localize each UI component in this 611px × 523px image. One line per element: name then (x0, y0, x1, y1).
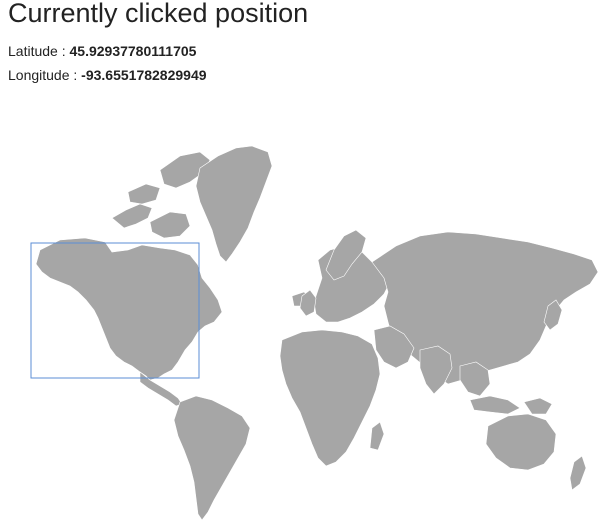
india[interactable] (419, 345, 453, 395)
scandinavia[interactable] (325, 229, 367, 281)
arctic-islands[interactable] (111, 203, 153, 229)
latitude-label: Latitude : (8, 43, 70, 59)
arctic-islands[interactable] (127, 183, 161, 205)
world-map-canvas[interactable] (0, 100, 611, 523)
north-america[interactable] (35, 237, 223, 381)
southeast-asia[interactable] (459, 361, 491, 397)
madagascar[interactable] (369, 421, 385, 451)
longitude-row: Longitude : -93.6551782829949 (8, 66, 207, 84)
papua[interactable] (523, 397, 553, 415)
middle-east[interactable] (373, 325, 415, 369)
japan[interactable] (543, 299, 563, 331)
british-isles[interactable] (299, 289, 317, 317)
south-america[interactable] (173, 395, 251, 521)
longitude-label: Longitude : (8, 67, 82, 83)
central-america[interactable] (139, 371, 183, 407)
selection-rectangle[interactable] (30, 242, 200, 379)
indonesia[interactable] (469, 395, 521, 415)
world-map[interactable] (0, 100, 611, 523)
australia[interactable] (485, 413, 557, 471)
longitude-value: -93.6551782829949 (81, 67, 207, 83)
arctic-islands[interactable] (149, 211, 191, 239)
new-zealand[interactable] (569, 455, 587, 491)
page-title: Currently clicked position (8, 0, 309, 28)
land-layer (35, 145, 599, 521)
latitude-row: Latitude : 45.92937780111705 (8, 42, 196, 60)
africa[interactable] (279, 329, 381, 467)
greenland[interactable] (195, 145, 273, 263)
latitude-value: 45.92937780111705 (69, 43, 197, 59)
